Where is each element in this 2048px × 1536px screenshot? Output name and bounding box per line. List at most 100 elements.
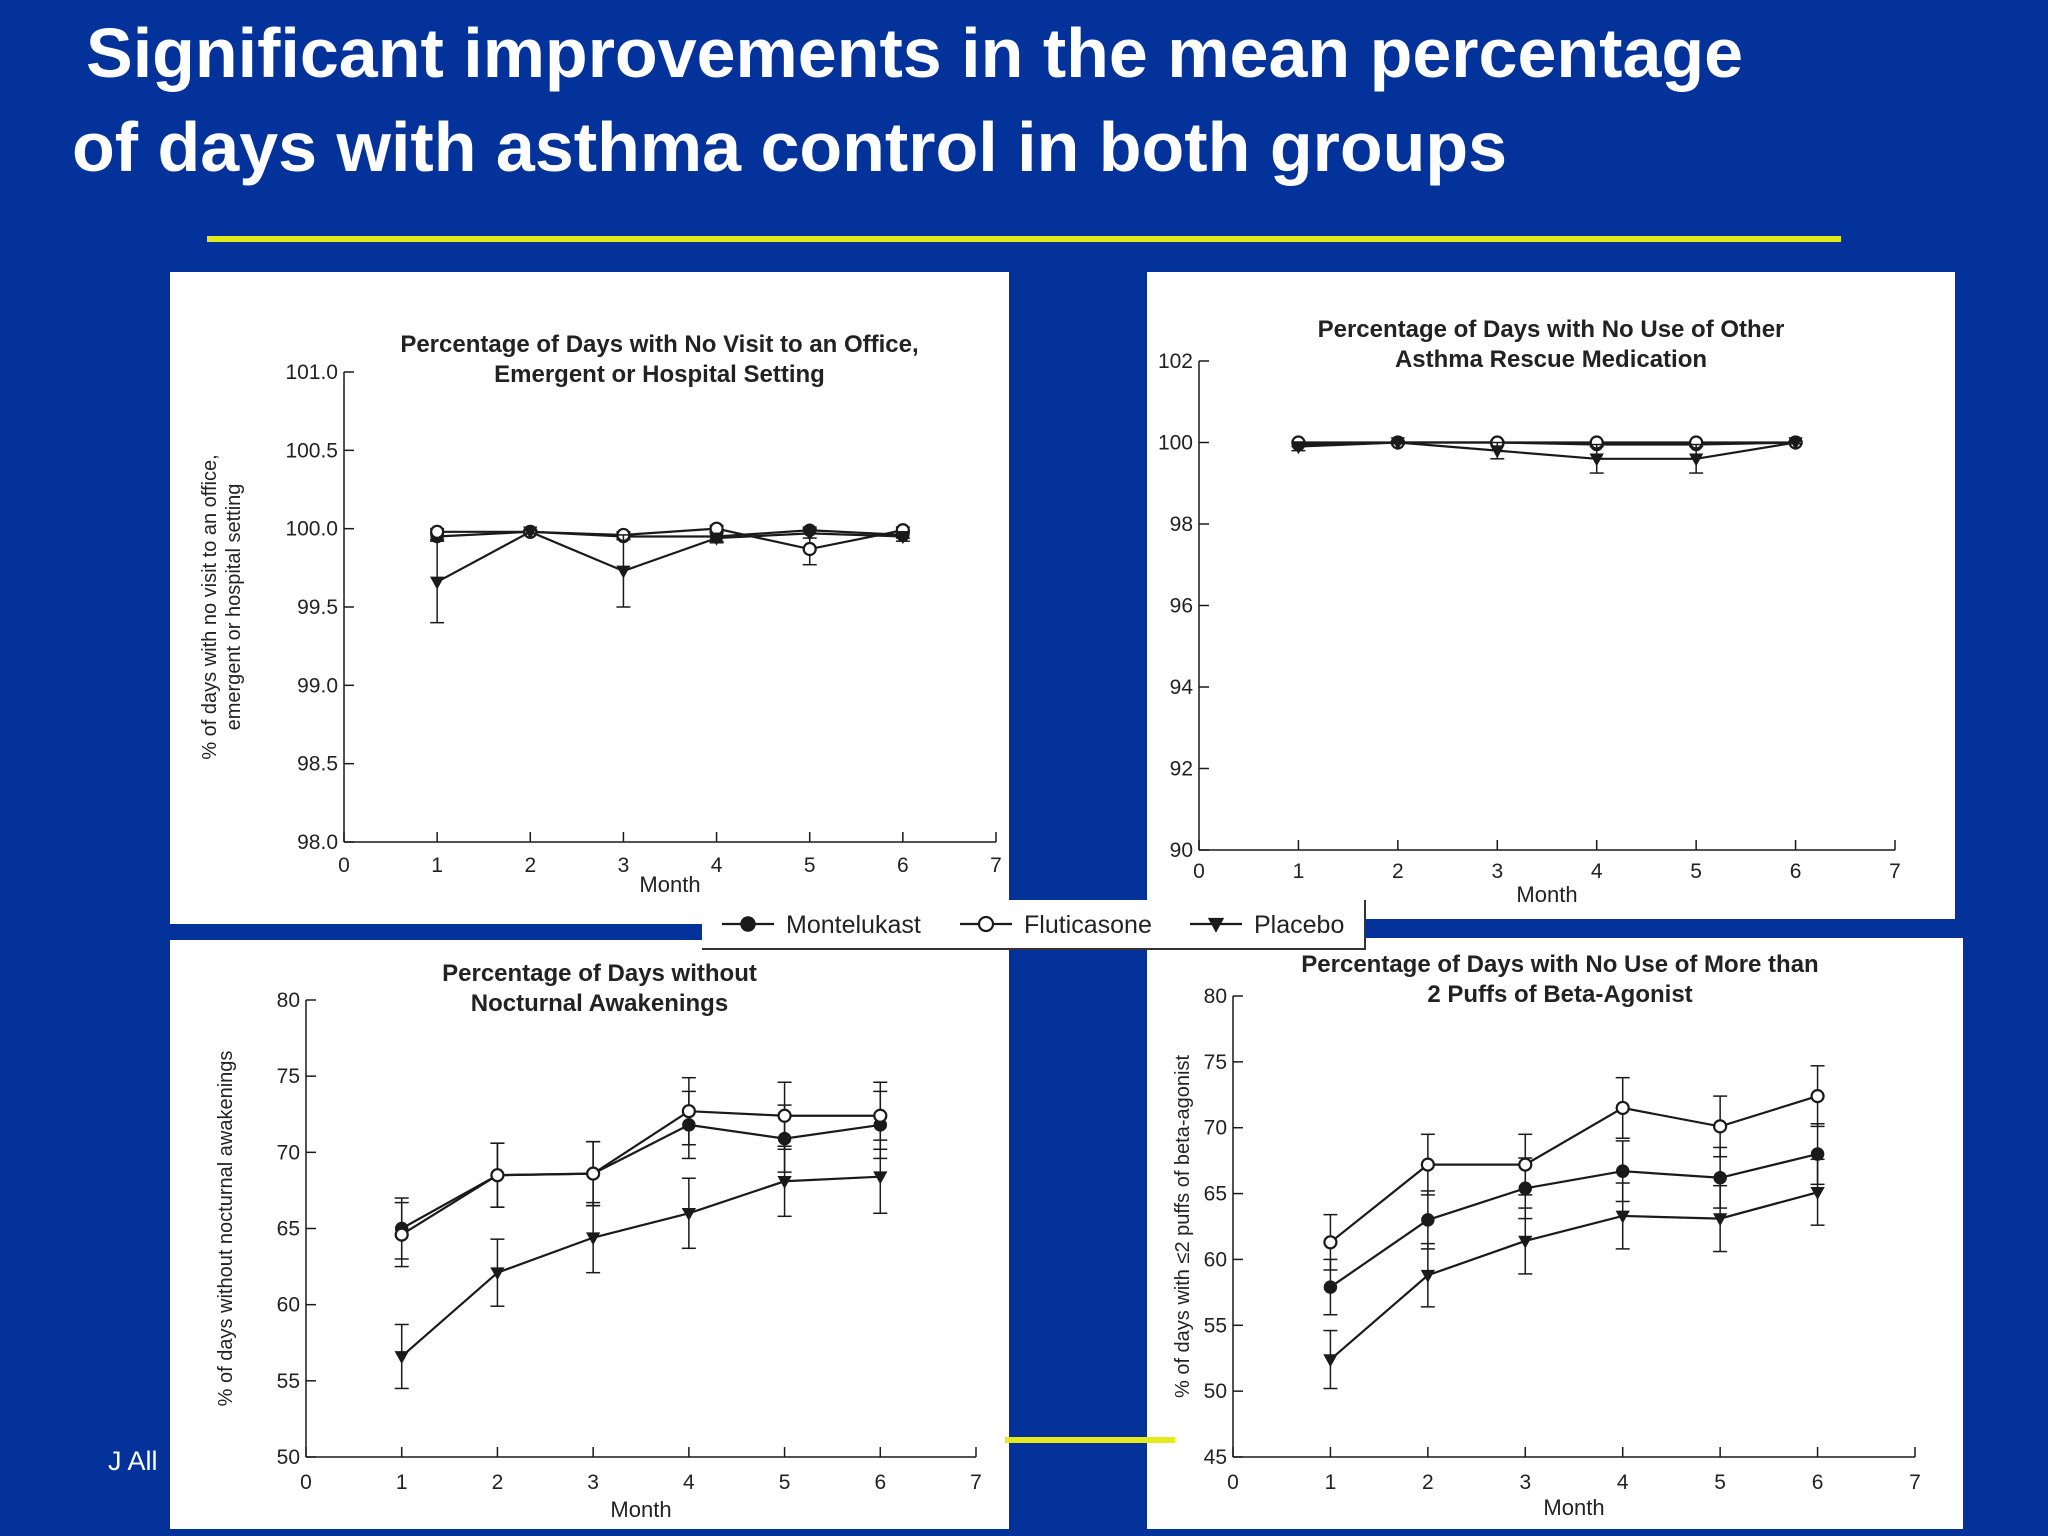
x-tick-label: 4 [1591, 860, 1603, 883]
y-tick-label: 80 [277, 989, 300, 1012]
data-point [1615, 1164, 1630, 1178]
y-tick-label: 80 [1204, 985, 1227, 1008]
y-tick-label: 70 [277, 1141, 300, 1164]
chart-plot-nocturnal-awakenings: 0 1 2 3 4 5 6 7 50 55 60 65 70 75 80 Month % of days wit… [215, 989, 982, 1522]
x-tick-label: 5 [779, 1471, 791, 1494]
x-tick-label: 6 [1790, 860, 1802, 883]
y-tick-label: 50 [1204, 1380, 1227, 1403]
series-fluticasone [1323, 1065, 1825, 1271]
data-point [585, 1232, 601, 1246]
series-line [1329, 1152, 1818, 1288]
x-tick-label: 2 [492, 1471, 504, 1494]
x-tick-label: 0 [338, 854, 350, 877]
series-fluticasone [1291, 435, 1803, 450]
slide-title: Significant improvements in the mean per… [72, 6, 1992, 194]
data-point [681, 1104, 696, 1119]
x-tick-label: 3 [587, 1471, 599, 1494]
chart-title-line-1: Percentage of Days with No Visit to an O… [400, 331, 919, 358]
data-point [1688, 453, 1704, 467]
data-point [490, 1267, 505, 1281]
series-line [401, 1110, 881, 1236]
x-tick-label: 1 [431, 854, 443, 877]
x-tick-label: 0 [1193, 860, 1205, 883]
y-axis-label-line-2: emergent or hospital setting [223, 484, 245, 731]
x-tick-label: 3 [1491, 860, 1503, 883]
chart-title-line-2: Nocturnal Awakenings [470, 990, 729, 1017]
chart-legend: Montelukast Fluticasone Placebo [702, 900, 1366, 950]
legend-entry-placebo: Placebo [1190, 911, 1344, 939]
data-point [1518, 1235, 1533, 1249]
data-point [1589, 453, 1604, 467]
data-point [490, 1168, 505, 1183]
chart-title-line-2: Asthma Rescue Medication [1394, 346, 1708, 373]
x-tick-label: 7 [970, 1471, 982, 1494]
data-point [1323, 1354, 1338, 1368]
x-tick-label: 7 [1889, 860, 1901, 883]
y-tick-label: 102 [1158, 350, 1193, 373]
x-tick-label: 2 [1422, 1471, 1434, 1494]
data-point [1810, 1089, 1825, 1104]
data-point [1421, 1213, 1435, 1227]
series-line [437, 527, 904, 551]
y-tick-label: 92 [1170, 758, 1193, 781]
chart-title: Percentage of Days with No Visit to an O… [310, 330, 1009, 390]
x-tick-label: 4 [683, 1471, 695, 1494]
series-placebo [1291, 437, 1803, 474]
footer-rule [1005, 1437, 1175, 1443]
chart-title: Percentage of Days with No Use of More t… [1157, 950, 1963, 1010]
chart-title-line-2: Emergent or Hospital Setting [494, 361, 825, 388]
y-axis-label-line-1: % of days without nocturnal awakenings [215, 1051, 237, 1407]
data-point [394, 1351, 409, 1365]
series-fluticasone [394, 1076, 888, 1268]
legend-label: Montelukast [786, 911, 921, 939]
x-tick-label: 1 [1325, 1471, 1337, 1494]
title-underline-rule [207, 236, 1841, 242]
x-tick-label: 6 [897, 854, 909, 877]
y-tick-label: 100.0 [285, 518, 338, 541]
data-point [1615, 1210, 1630, 1224]
series-fluticasone [430, 521, 910, 566]
x-tick-label: 4 [711, 854, 723, 877]
legend-entry-fluticasone: Fluticasone [960, 911, 1152, 939]
data-point [1420, 1157, 1435, 1172]
y-tick-label: 100 [1158, 432, 1193, 455]
chart-panel-office-visit: Percentage of Days with No Visit to an O… [170, 272, 1009, 924]
y-tick-label: 96 [1170, 595, 1193, 618]
data-point [429, 576, 445, 590]
y-tick-label: 98.0 [297, 831, 338, 854]
data-point [1712, 1213, 1728, 1227]
citation-text: J All [108, 1446, 158, 1476]
x-tick-label: 7 [990, 854, 1002, 877]
legend-entries: Montelukast Fluticasone Placebo [722, 911, 1344, 939]
x-axis-label: Month [639, 872, 700, 897]
y-tick-label: 50 [277, 1446, 300, 1469]
data-point [777, 1108, 792, 1123]
legend-entry-montelukast: Montelukast [722, 911, 921, 939]
data-point [523, 526, 538, 540]
x-tick-label: 5 [1714, 1471, 1726, 1494]
y-tick-label: 99.5 [297, 596, 338, 619]
legend-marker [977, 915, 995, 933]
y-tick-label: 101.0 [285, 361, 338, 384]
series-placebo [1323, 1158, 1825, 1390]
y-tick-label: 75 [1204, 1051, 1227, 1074]
x-axis-label: Month [1516, 882, 1577, 907]
legend-marker [1207, 917, 1225, 933]
legend-label: Fluticasone [1024, 911, 1152, 939]
y-tick-label: 65 [277, 1218, 300, 1241]
x-tick-label: 0 [300, 1471, 312, 1494]
y-tick-label: 55 [277, 1370, 300, 1393]
x-tick-label: 5 [804, 854, 816, 877]
y-tick-label: 45 [1204, 1446, 1227, 1469]
y-tick-label: 60 [277, 1294, 300, 1317]
chart-plot-rescue-medication: 0 1 2 3 4 5 6 7 90 92 94 96 98 100 102 Month [1158, 350, 1901, 907]
data-point [1390, 437, 1406, 451]
x-tick-label: 3 [1519, 1471, 1531, 1494]
chart-panel-rescue-medication: Percentage of Days with No Use of Other … [1147, 272, 1955, 919]
x-tick-label: 7 [1909, 1471, 1921, 1494]
y-tick-label: 98 [1170, 513, 1193, 536]
x-tick-label: 6 [1812, 1471, 1824, 1494]
series-line [436, 530, 903, 583]
data-point [1323, 1235, 1338, 1250]
